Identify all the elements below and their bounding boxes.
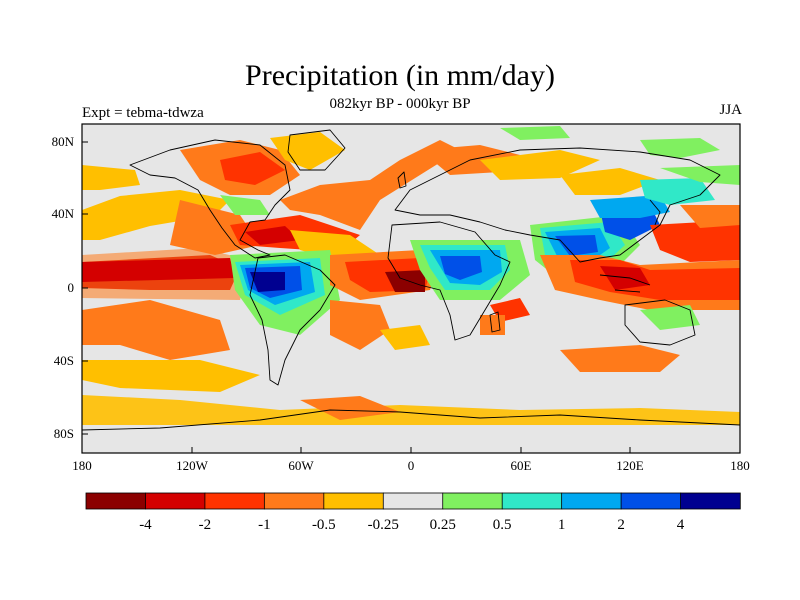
coastline-north-america bbox=[129, 139, 291, 259]
coastline-africa bbox=[387, 221, 511, 341]
field-s-ocean-orange bbox=[300, 396, 400, 420]
colorbar-label: -2 bbox=[199, 517, 212, 533]
field-s-pacific-yellow bbox=[82, 360, 260, 392]
colorbar-bin bbox=[204, 492, 266, 510]
lat-label-40N: 40N bbox=[52, 206, 75, 221]
lon-label-180E: 180 bbox=[730, 458, 750, 473]
colorbar: -4 -2 -1 -0.5 -0.25 0.25 0.5 1 2 4 bbox=[85, 492, 741, 533]
lon-label-60E: 60E bbox=[511, 458, 532, 473]
colorbar-bin bbox=[442, 492, 503, 510]
field-maritime-darkred bbox=[600, 266, 650, 290]
coastline-australia bbox=[624, 299, 696, 346]
field-s-indian-orange bbox=[560, 345, 680, 372]
field-africa-blue bbox=[440, 256, 482, 280]
lat-label-40S: 40S bbox=[54, 353, 74, 368]
experiment-label: Expt = tebma-tdwza bbox=[82, 105, 204, 121]
colorbar-bin bbox=[85, 492, 147, 510]
period-label: 082kyr BP - 000kyr BP bbox=[329, 96, 471, 112]
colorbar-label: -0.5 bbox=[312, 517, 336, 533]
colorbar-label: 4 bbox=[677, 517, 685, 533]
longitude-axis: 180 120W 60W 0 60E 120E 180 bbox=[72, 447, 750, 473]
lat-label-80N: 80N bbox=[52, 134, 75, 149]
field-canada-red bbox=[220, 152, 285, 185]
field-caribbean-darkred bbox=[245, 226, 300, 245]
field-greenland-yellow bbox=[270, 132, 345, 170]
field-india-blue bbox=[555, 235, 598, 256]
coastline-japan bbox=[649, 199, 661, 226]
field-n-eurasia-yellow bbox=[480, 150, 600, 180]
coastline-greenland bbox=[287, 129, 346, 171]
map-title: Precipitation (in mm/day) bbox=[245, 59, 555, 92]
field-w-pacific-orange bbox=[680, 205, 740, 228]
coastline-eurasia bbox=[394, 147, 721, 263]
lon-label-120W: 120W bbox=[176, 458, 209, 473]
colorbar-label: -0.25 bbox=[368, 517, 399, 533]
colorbar-bin bbox=[323, 492, 384, 510]
colorbar-bin bbox=[263, 492, 325, 510]
field-s-america-navy bbox=[250, 272, 285, 292]
field-arctic-green2 bbox=[500, 126, 570, 140]
colorbar-bin bbox=[382, 492, 444, 510]
field-s-ocean-yellow bbox=[82, 395, 740, 425]
lat-label-80S: 80S bbox=[54, 426, 74, 441]
colorbar-label: 0.5 bbox=[493, 517, 512, 533]
field-s-atlantic-orange bbox=[330, 300, 390, 350]
field-australia-green bbox=[640, 305, 700, 330]
field-n-pacific-orange bbox=[82, 165, 140, 190]
field-n-atlantic-orange bbox=[280, 140, 460, 230]
coastline-uk bbox=[397, 171, 407, 189]
colorbar-label: 1 bbox=[558, 517, 566, 533]
field-w-pacific-red bbox=[650, 220, 740, 262]
coastline-indonesia bbox=[599, 274, 651, 293]
field-n-pacific-cyan bbox=[640, 178, 715, 205]
colorbar-bin bbox=[620, 492, 682, 510]
field-e-asia-lightblue bbox=[590, 195, 670, 218]
coastlines bbox=[82, 129, 740, 431]
field-n-pacific-yellow bbox=[82, 190, 230, 240]
colorbar-label: 2 bbox=[617, 517, 625, 533]
field-n-canada-green bbox=[220, 195, 270, 215]
coastline-south-america bbox=[249, 254, 336, 386]
colorbar-bin bbox=[561, 492, 622, 510]
field-eq-pacific-red2 bbox=[82, 258, 235, 282]
colorbar-label: -4 bbox=[139, 517, 152, 533]
colorbar-bin bbox=[680, 492, 741, 510]
field-s-pacific-orange bbox=[82, 300, 230, 360]
lon-label-120E: 120E bbox=[616, 458, 644, 473]
coastline-antarctica bbox=[82, 409, 740, 431]
colorbar-bin bbox=[145, 492, 206, 510]
colorbar-bin bbox=[501, 492, 563, 510]
field-mexico-orange bbox=[170, 200, 260, 255]
lon-label-180W: 180 bbox=[72, 458, 92, 473]
latitude-axis: 80N 40N 0 40S 80S bbox=[52, 134, 88, 441]
anomaly-fields bbox=[82, 126, 740, 425]
season-label: JJA bbox=[719, 102, 742, 118]
lon-label-0: 0 bbox=[408, 458, 415, 473]
field-n-pacific-green bbox=[660, 165, 740, 185]
colorbar-label: 0.25 bbox=[430, 517, 456, 533]
field-siberia-yellow bbox=[560, 168, 660, 195]
field-arctic-green bbox=[640, 138, 720, 158]
field-sahel-darkred bbox=[385, 270, 425, 292]
colorbar-label: -1 bbox=[258, 517, 271, 533]
lon-label-60W: 60W bbox=[288, 458, 314, 473]
field-s-atlantic-yellow bbox=[380, 325, 430, 350]
coastline-madagascar bbox=[489, 311, 501, 333]
lat-label-0: 0 bbox=[68, 280, 75, 295]
